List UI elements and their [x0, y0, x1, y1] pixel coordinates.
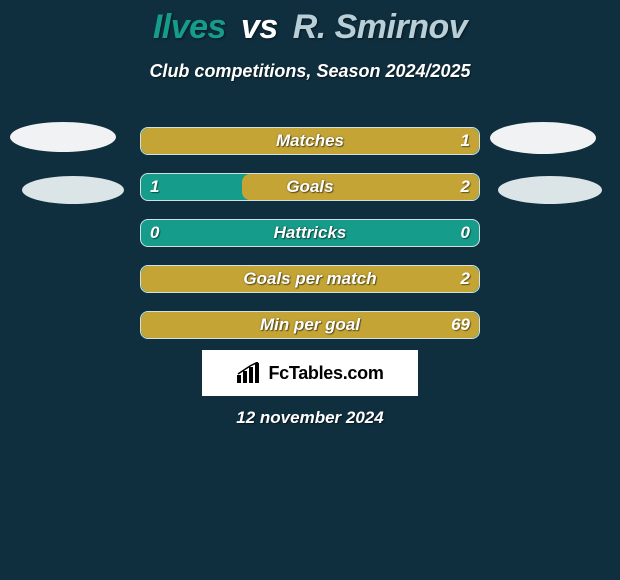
stat-bar: [140, 173, 480, 201]
logo-box: FcTables.com: [202, 350, 418, 396]
date-label: 12 november 2024: [0, 408, 620, 428]
barchart-icon: [236, 362, 262, 384]
team1-name: Ilves: [153, 8, 226, 46]
stat-bar-fill: [141, 312, 479, 338]
stat-bar: [140, 127, 480, 155]
decorative-blob: [10, 122, 116, 152]
comparison-card: Ilves vs R. Smirnov Club competitions, S…: [0, 0, 620, 580]
subtitle: Club competitions, Season 2024/2025: [0, 61, 620, 82]
page-title: Ilves vs R. Smirnov: [0, 8, 620, 47]
stat-row: Min per goal69: [0, 304, 620, 350]
logo-text: FcTables.com: [268, 363, 383, 384]
stat-bar-fill: [141, 266, 479, 292]
team2-name: R. Smirnov: [293, 8, 467, 46]
decorative-blob: [498, 176, 602, 204]
vs-label: vs: [241, 8, 278, 46]
stat-bar: [140, 265, 480, 293]
stat-row: Goals per match2: [0, 258, 620, 304]
stat-bar-fill: [242, 174, 479, 200]
stat-row: Hattricks00: [0, 212, 620, 258]
decorative-blob: [490, 122, 596, 154]
stat-bar: [140, 219, 480, 247]
stat-bar: [140, 311, 480, 339]
stat-rows: Matches1Goals12Hattricks00Goals per matc…: [0, 120, 620, 350]
stat-bar-fill: [141, 128, 479, 154]
decorative-blob: [22, 176, 124, 204]
